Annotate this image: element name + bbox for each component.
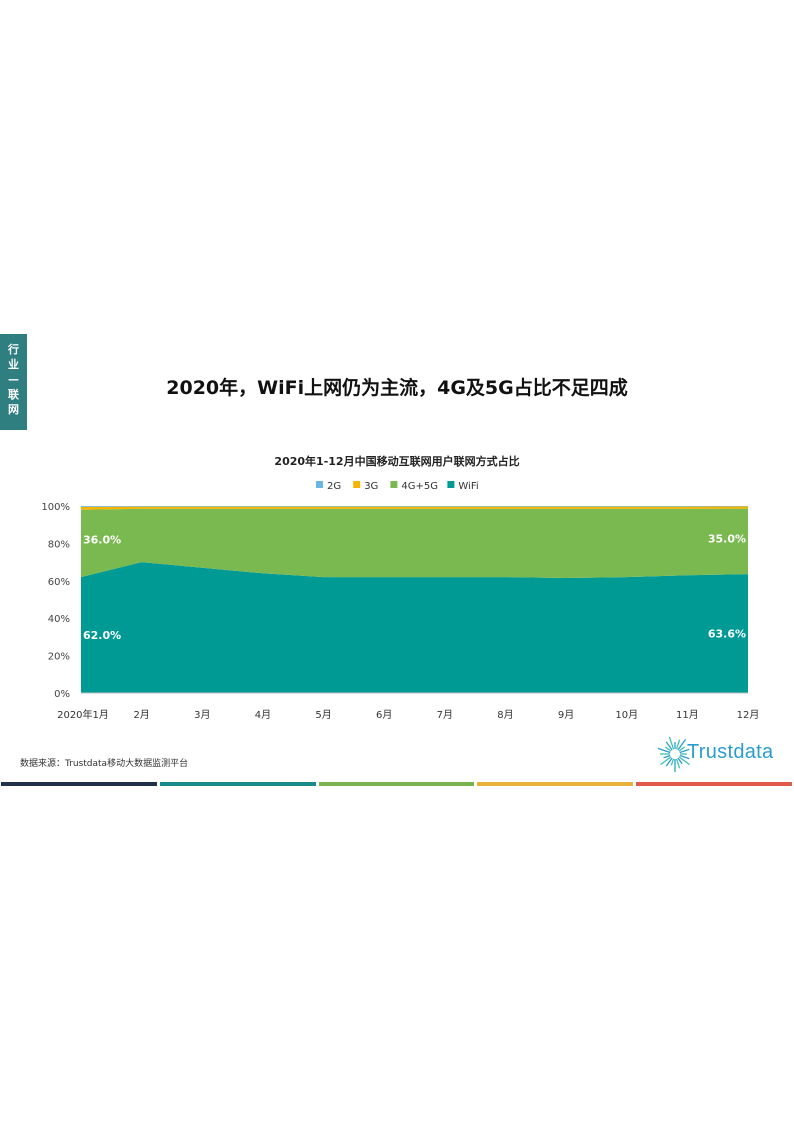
data-label: 36.0% xyxy=(83,534,121,547)
x-tick-label: 8月 xyxy=(497,709,513,721)
logo-ray xyxy=(668,736,675,750)
series-area-2g xyxy=(81,506,748,507)
logo-ray xyxy=(657,747,671,754)
section-tab-char: — xyxy=(8,373,19,386)
data-label: 35.0% xyxy=(708,533,746,546)
bottom-bar-segment xyxy=(159,782,316,786)
y-tick-label: 80% xyxy=(48,539,70,550)
section-tab: 行 业 — 联 网 xyxy=(0,334,27,430)
data-source-note: 数据来源：Trustdata移动大数据监测平台 xyxy=(20,759,189,769)
logo-ray xyxy=(670,758,675,766)
logo-ray xyxy=(679,754,690,760)
section-tab-char: 行 xyxy=(8,343,19,356)
x-tick-label: 5月 xyxy=(315,709,331,721)
bottom-bar-segment xyxy=(318,782,475,786)
logo-text: Trustdata xyxy=(687,741,774,763)
logo-ray xyxy=(677,739,687,751)
x-tick-label: 10月 xyxy=(615,709,638,721)
x-tick-label: 7月 xyxy=(437,709,453,721)
series-area-4g5g xyxy=(81,508,748,578)
logo-ray xyxy=(665,757,673,767)
logo-ray xyxy=(679,748,690,754)
logo-ray xyxy=(677,757,683,765)
x-tick-label: 6月 xyxy=(376,709,392,721)
legend-swatch xyxy=(390,481,398,488)
x-tick-label: 11月 xyxy=(676,709,699,721)
logo-ray xyxy=(664,746,672,752)
logo-ray xyxy=(675,739,681,750)
series-area-3g xyxy=(81,506,748,510)
legend-swatch xyxy=(316,481,323,488)
area-chart: 2020年1-12月中国移动互联网用户联网方式占比 2G 3G 4G+5G WiFi 0%… xyxy=(41,454,760,721)
x-tick-label: 4月 xyxy=(255,709,271,721)
logo-ray xyxy=(678,746,686,752)
x-tick-label: 2月 xyxy=(133,709,149,721)
logo-ray xyxy=(665,741,673,751)
x-tick-label: 3月 xyxy=(194,709,210,721)
logo-ray xyxy=(660,756,672,766)
y-tick-label: 100% xyxy=(41,502,70,513)
y-tick-label: 20% xyxy=(48,652,70,663)
legend-label: 2G xyxy=(327,481,341,492)
starburst-icon xyxy=(657,736,690,772)
logo-ray xyxy=(675,758,681,769)
logo-ray xyxy=(663,754,671,759)
legend-swatch xyxy=(447,481,455,488)
section-tab-char: 网 xyxy=(8,403,19,416)
y-tick-label: 0% xyxy=(54,689,70,700)
trustdata-logo: Trustdata xyxy=(655,733,785,775)
legend-label: 4G+5G xyxy=(401,481,438,492)
data-label: 62.0% xyxy=(83,629,121,642)
section-tab-char: 联 xyxy=(8,388,19,401)
page-headline: 2020年，WiFi上网仍为主流，4G及5G占比不足四成 xyxy=(166,377,628,399)
bottom-bar-segment xyxy=(636,782,792,786)
data-label: 63.6% xyxy=(708,628,746,641)
legend-label: WiFi xyxy=(458,481,478,492)
x-tick-label: 9月 xyxy=(558,709,574,721)
bottom-bar-segment xyxy=(477,782,634,786)
y-tick-label: 60% xyxy=(48,577,70,588)
x-tick-label: 12月 xyxy=(737,709,760,721)
legend-label: 3G xyxy=(364,481,378,492)
x-tick-label: 2020年1月 xyxy=(57,708,109,721)
logo-ray xyxy=(678,756,690,766)
series-area-wifi xyxy=(81,562,748,693)
chart-title: 2020年1-12月中国移动互联网用户联网方式占比 xyxy=(274,454,519,468)
y-tick-label: 40% xyxy=(48,614,70,625)
bottom-bar-segment xyxy=(1,782,157,786)
section-tab-char: 业 xyxy=(8,358,19,371)
legend-swatch xyxy=(353,481,361,488)
